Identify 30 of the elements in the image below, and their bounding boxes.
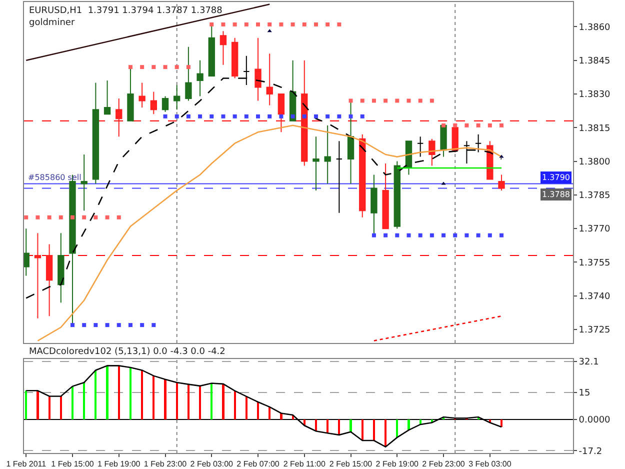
x-tick-label: 2 Feb 19:00: [376, 460, 420, 469]
y-tick-label: 1.3815: [578, 124, 610, 134]
y-tick-label: 1.3785: [578, 191, 610, 202]
y-tick-label: 0.0000: [578, 416, 611, 426]
y-tick-label: 1.3845: [578, 56, 610, 66]
text: goldminer: [29, 18, 75, 28]
y-tick-label: 1.3770: [578, 224, 611, 235]
y-tick-label: 1.3830: [578, 90, 611, 100]
chart-title: MACDcoloredv102 (5,13,1) 0.0 -4.3 0.0 -4.2: [29, 347, 226, 357]
annotation: 1.3790: [542, 173, 570, 182]
text: EURUSD,H1 1.3791 1.3794 1.3787 1.3788: [29, 6, 223, 16]
y-tick-label: 1.3860: [578, 22, 611, 33]
x-tick-label: 2 Feb 11:00: [283, 460, 326, 469]
x-tick-label: 2 Feb 23:00: [422, 460, 466, 469]
x-tick-label: 1 Feb 15:00: [51, 460, 94, 469]
x-tick-label: 1 Feb 2011: [6, 460, 47, 469]
y-tick-label: 1.3725: [578, 326, 610, 336]
y-tick-label: 1.3800: [578, 157, 611, 168]
x-tick-label: 2 Feb 15:00: [329, 460, 373, 469]
annotation: 1.3788: [542, 190, 570, 199]
x-tick-label: 1 Feb 23:00: [144, 460, 188, 469]
x-tick-label: 1 Feb 19:00: [98, 460, 141, 469]
y-tick-label: 32.1: [578, 358, 599, 368]
y-tick-label: 1.3755: [578, 258, 610, 268]
y-tick-label: 1.3740: [578, 292, 611, 302]
x-tick-label: 2 Feb 07:00: [236, 460, 280, 469]
y-tick-label: 15: [578, 388, 590, 399]
x-tick-label: 3 Feb 03:00: [468, 460, 512, 469]
y-tick-label: -17.2: [578, 446, 602, 457]
x-tick-label: 2 Feb 03:00: [190, 460, 234, 469]
